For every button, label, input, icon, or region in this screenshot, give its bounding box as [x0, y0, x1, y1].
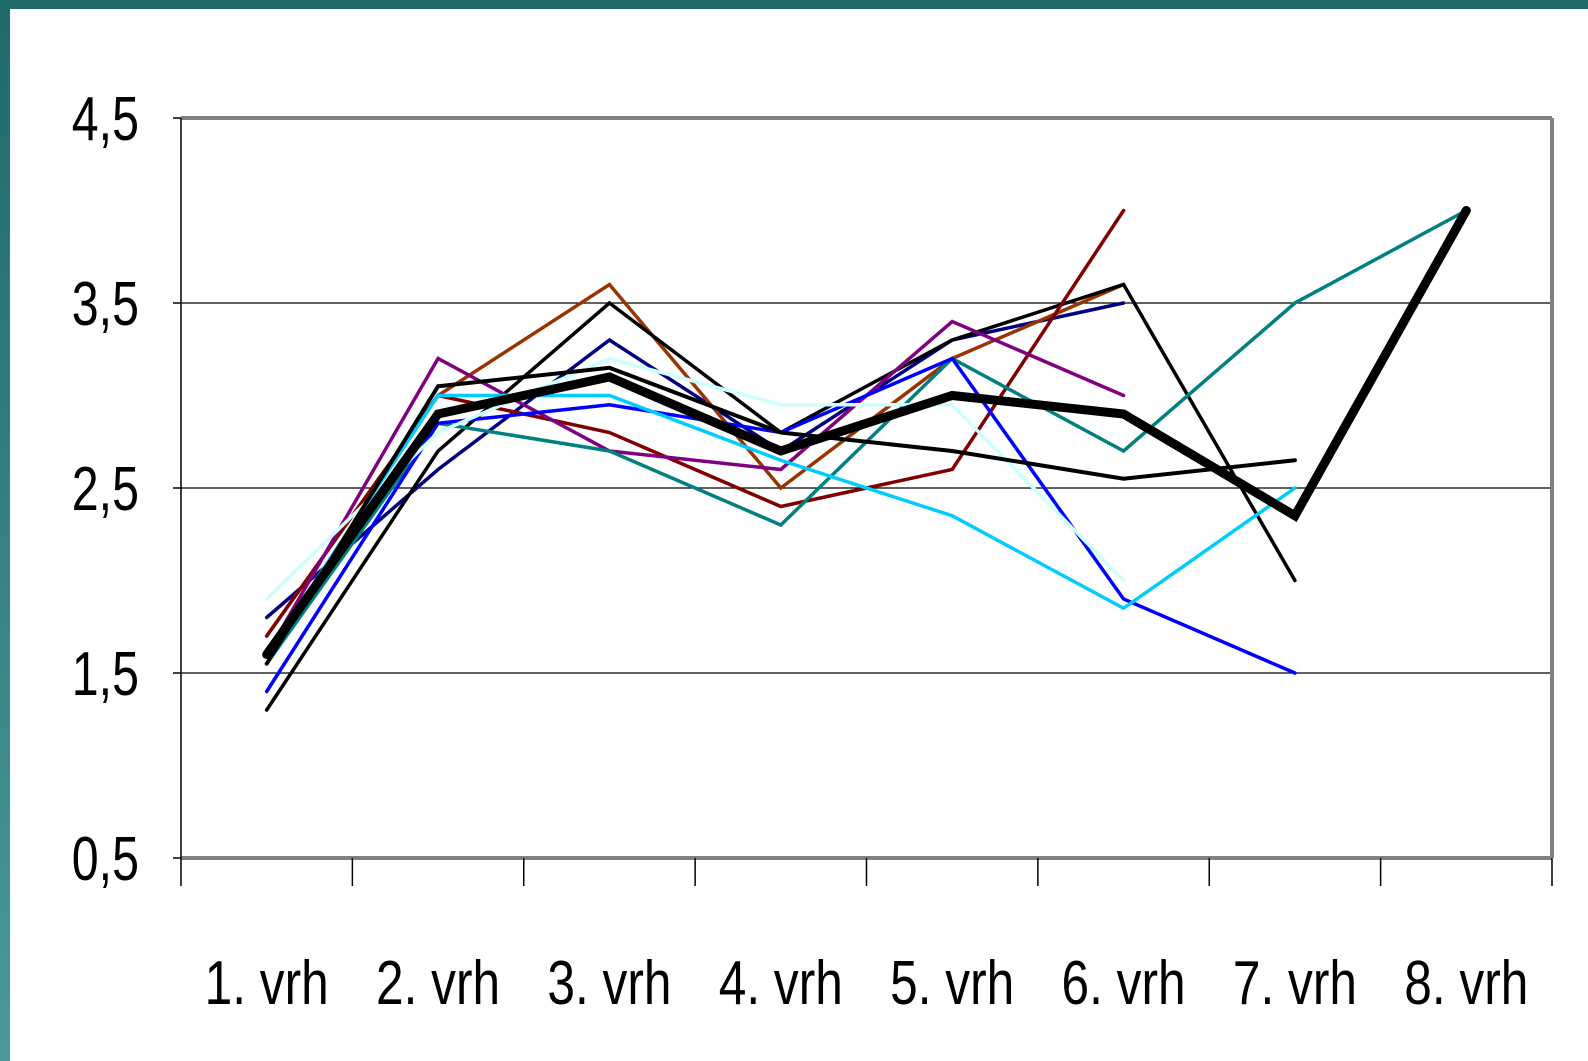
series-line-9 — [264, 393, 1297, 657]
series-line-11 — [262, 206, 1471, 659]
x-tick-label: 1. vrh — [205, 948, 329, 1018]
x-tick-label: 7. vrh — [1233, 948, 1357, 1018]
series-line-5 — [264, 319, 1126, 657]
y-tick-label: 0,5 — [72, 824, 139, 893]
x-tick-label: 2. vrh — [376, 948, 500, 1018]
chart-frame: 0,5 1,5 2,5 3,5 4,5 1. vrh 2. vrh 3. vrh 4. vrh 5… — [10, 9, 1588, 1061]
y-tick-label: 3,5 — [72, 269, 139, 338]
x-tick-label: 5. vrh — [890, 948, 1014, 1018]
x-tick-label: 3. vrh — [547, 948, 671, 1018]
series-line-3 — [264, 282, 1297, 712]
series-line-10 — [264, 365, 1297, 666]
y-tick-label: 2,5 — [72, 454, 139, 523]
y-tick-label: 1,5 — [72, 639, 139, 708]
y-tick-label: 4,5 — [72, 84, 139, 153]
x-tick-label: 8. vrh — [1404, 948, 1528, 1018]
x-tick-label: 4. vrh — [719, 948, 843, 1018]
x-tick-label: 6. vrh — [1062, 948, 1186, 1018]
line-chart: 0,5 1,5 2,5 3,5 4,5 1. vrh 2. vrh 3. vrh 4. vrh 5… — [72, 84, 1554, 1018]
series-line-6 — [264, 208, 1469, 666]
series-line-4 — [264, 208, 1126, 638]
